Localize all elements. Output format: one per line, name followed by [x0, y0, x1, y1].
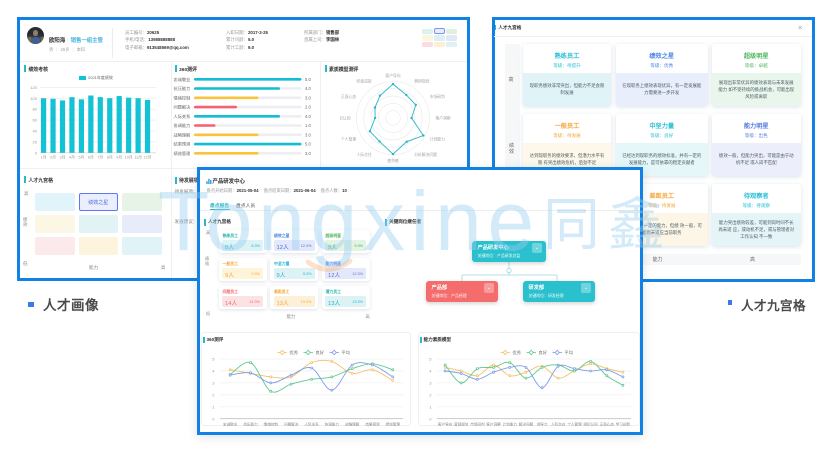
- svg-text:5.0: 5.0: [305, 142, 311, 147]
- svg-text:100: 100: [30, 96, 37, 101]
- svg-text:协调能力: 协调能力: [174, 122, 191, 129]
- svg-text:平均: 平均: [564, 349, 572, 356]
- svg-text:2月: 2月: [50, 154, 56, 159]
- svg-text:学习创新: 学习创新: [615, 421, 630, 426]
- svg-text:10月: 10月: [125, 154, 133, 159]
- svg-text:2.0: 2.0: [305, 105, 311, 110]
- svg-text:120: 120: [30, 85, 37, 90]
- svg-text:计划能力: 计划能力: [430, 137, 445, 142]
- svg-text:60: 60: [33, 118, 38, 123]
- svg-text:4.0: 4.0: [305, 114, 311, 119]
- svg-text:计划能力: 计划能力: [502, 421, 517, 426]
- svg-text:1月: 1月: [41, 154, 47, 159]
- svg-text:营销规划: 营销规划: [414, 79, 429, 84]
- svg-text:结果预测: 结果预测: [365, 421, 380, 426]
- svg-text:2: 2: [429, 392, 432, 397]
- svg-text:3: 3: [429, 380, 432, 385]
- svg-text:情绪控制: 情绪控制: [263, 421, 278, 426]
- svg-text:3.0: 3.0: [305, 95, 311, 100]
- svg-text:1: 1: [212, 404, 215, 409]
- svg-text:市场研判: 市场研判: [470, 421, 485, 426]
- svg-text:0: 0: [212, 416, 215, 421]
- svg-text:解决问题: 解决问题: [518, 421, 533, 426]
- svg-text:4: 4: [212, 368, 215, 373]
- svg-text:正面心态: 正面心态: [599, 421, 614, 426]
- svg-text:人际交往: 人际交往: [357, 152, 372, 157]
- svg-text:营销规划: 营销规划: [454, 421, 469, 426]
- svg-text:11月: 11月: [134, 154, 142, 159]
- svg-text:结果预测: 结果预测: [174, 141, 191, 148]
- svg-text:3.0: 3.0: [305, 151, 311, 156]
- svg-text:1: 1: [429, 404, 432, 409]
- svg-text:人际交往: 人际交往: [551, 421, 566, 426]
- svg-text:忠诚敬业: 忠诚敬业: [223, 421, 238, 426]
- svg-text:优秀: 优秀: [289, 349, 298, 356]
- svg-text:良好: 良好: [538, 349, 546, 356]
- svg-text:客户导向: 客户导向: [385, 73, 400, 78]
- svg-text:战略理解: 战略理解: [345, 421, 360, 426]
- svg-text:情绪控制: 情绪控制: [174, 94, 191, 101]
- svg-text:4.0: 4.0: [305, 86, 311, 91]
- svg-text:8月: 8月: [107, 154, 113, 159]
- svg-text:使命感: 使命感: [387, 158, 399, 163]
- svg-text:个人管理: 个人管理: [341, 137, 356, 142]
- svg-text:2: 2: [212, 392, 215, 397]
- svg-text:绩效管理: 绩效管理: [385, 421, 400, 426]
- svg-text:问题解决: 问题解决: [284, 421, 299, 426]
- svg-text:5: 5: [429, 356, 432, 361]
- svg-text:80: 80: [33, 107, 38, 112]
- svg-text:个人管理: 个人管理: [567, 421, 582, 426]
- svg-text:9月: 9月: [116, 154, 122, 159]
- svg-text:3: 3: [212, 380, 215, 385]
- svg-text:客户洞察: 客户洞察: [486, 421, 501, 426]
- svg-text:20: 20: [33, 139, 38, 144]
- svg-text:0: 0: [35, 150, 38, 155]
- svg-text:组织认同: 组织认同: [340, 115, 351, 120]
- svg-text:12月: 12月: [143, 154, 151, 159]
- svg-text:7月: 7月: [97, 154, 103, 159]
- svg-text:3月: 3月: [60, 154, 66, 159]
- svg-text:组织认同: 组织认同: [583, 421, 598, 426]
- svg-text:领导力: 领导力: [536, 421, 547, 426]
- svg-text:问题解决: 问题解决: [174, 104, 192, 111]
- svg-text:战略理解: 战略理解: [174, 131, 191, 138]
- svg-text:6月: 6月: [88, 154, 94, 159]
- svg-text:抗压能力: 抗压能力: [174, 85, 191, 92]
- svg-text:抗压能力: 抗压能力: [243, 421, 258, 426]
- svg-text:3.0: 3.0: [305, 132, 311, 137]
- svg-text:协调能力: 协调能力: [324, 421, 339, 426]
- svg-text:优秀: 优秀: [512, 349, 521, 356]
- svg-text:客户洞察: 客户洞察: [436, 115, 451, 120]
- svg-text:正面心态: 正面心态: [341, 94, 356, 99]
- svg-text:5: 5: [212, 356, 215, 361]
- svg-text:分析解决问题: 分析解决问题: [414, 152, 437, 157]
- svg-text:绩效管理: 绩效管理: [174, 150, 192, 157]
- svg-text:客户导向: 客户导向: [437, 421, 452, 426]
- svg-text:市场研判: 市场研判: [430, 94, 445, 99]
- svg-text:4: 4: [429, 368, 432, 373]
- svg-text:忠诚敬业: 忠诚敬业: [174, 76, 191, 83]
- svg-text:人际关系: 人际关系: [304, 421, 319, 426]
- svg-text:良好: 良好: [315, 349, 323, 356]
- svg-text:0: 0: [429, 416, 432, 421]
- svg-text:5月: 5月: [78, 154, 84, 159]
- svg-text:40: 40: [33, 129, 38, 134]
- svg-text:平均: 平均: [341, 349, 349, 356]
- svg-text:4月: 4月: [69, 154, 75, 159]
- svg-text:1.0: 1.0: [305, 123, 311, 128]
- svg-text:5.0: 5.0: [305, 77, 311, 82]
- svg-text:人际关系: 人际关系: [174, 113, 191, 120]
- svg-text:积极进取: 积极进取: [357, 79, 372, 84]
